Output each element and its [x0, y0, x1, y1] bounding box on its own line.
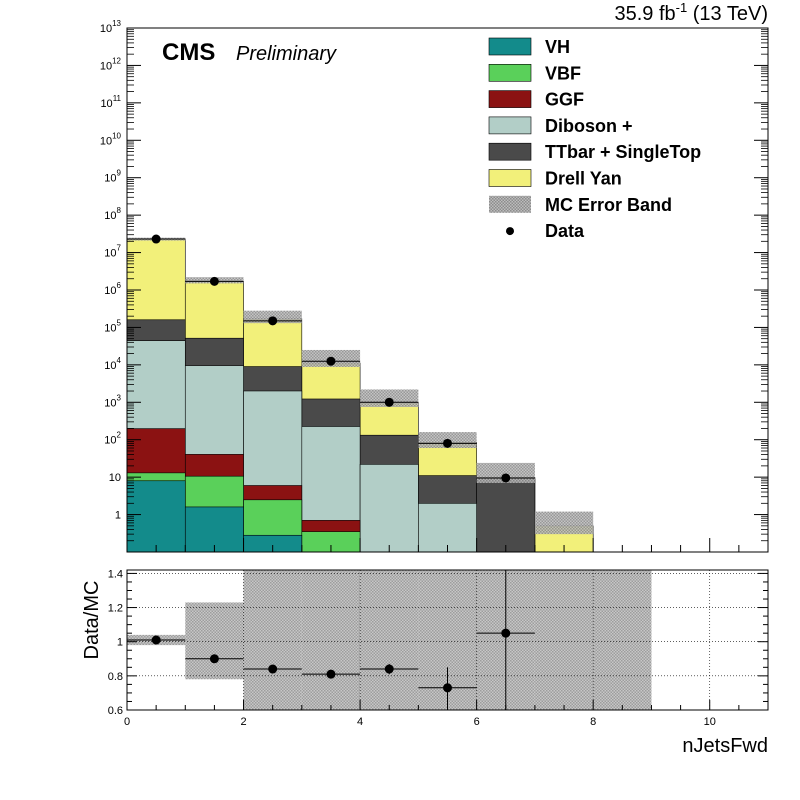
ratio-point-4	[384, 664, 394, 674]
ratio-y-tick-label: 1	[117, 637, 123, 649]
legend-swatch-ttbar	[488, 142, 532, 161]
legend-label-diboson: Diboson +	[545, 116, 633, 136]
x-tick-label: 6	[474, 716, 480, 728]
x-tick-label: 10	[704, 716, 716, 728]
x-tick-label: 8	[590, 716, 596, 728]
legend-label-vbf: VBF	[545, 63, 581, 83]
legend-swatch-vh	[488, 37, 532, 56]
ratio-point-5	[443, 683, 452, 693]
ratio-point-1	[209, 654, 219, 664]
y-tick-label: 1011	[100, 94, 121, 110]
ratio-band-bin-7	[534, 570, 594, 710]
y-tick-label: 107	[104, 244, 121, 260]
y-tick-label: 10	[109, 472, 121, 484]
data-point-4	[384, 397, 394, 407]
data-point-3	[326, 356, 336, 366]
cms-label: CMS	[162, 39, 215, 66]
legend-swatch-ggf	[488, 90, 532, 108]
y-tick-label: 1010	[100, 131, 122, 147]
ratio-y-tick-label: 0.6	[108, 705, 123, 717]
data-point-5	[443, 438, 452, 448]
data-point-6	[501, 473, 511, 483]
legend-swatch-vbf	[488, 64, 532, 82]
y-tick-label: 108	[104, 206, 121, 222]
y-tick-label: 105	[104, 318, 121, 334]
x-axis-title: nJetsFwd	[682, 735, 768, 757]
y-tick-label: 109	[104, 169, 121, 185]
ratio-point-2	[268, 664, 278, 674]
bar-diboson-bin-5	[418, 503, 477, 553]
preliminary-label: Preliminary	[236, 43, 337, 65]
legend-swatch-drellyan	[488, 169, 532, 187]
data-point-1	[209, 276, 219, 286]
legend-marker-data	[506, 227, 514, 236]
data-point-0	[151, 234, 161, 244]
y-axis-title-ratio: Data/MC	[81, 581, 103, 660]
ratio-y-tick-label: 1.4	[108, 568, 123, 580]
luminosity-label: 35.9 fb-1 (13 TeV)	[614, 0, 768, 25]
legend-label-errorband: MC Error Band	[545, 195, 672, 215]
ratio-band-bin-3	[301, 570, 361, 710]
x-tick-label: 0	[124, 716, 130, 728]
ratio-y-tick-label: 0.8	[108, 671, 123, 683]
ratio-band-bin-2	[243, 570, 302, 710]
bar-diboson-bin-4	[359, 464, 419, 553]
y-tick-label: 104	[104, 356, 121, 372]
legend-label-ggf: GGF	[545, 90, 584, 110]
legend-label-ttbar: TTbar + SingleTop	[545, 142, 701, 162]
ratio-point-0	[151, 635, 161, 645]
y-tick-label: 1013	[100, 19, 122, 35]
bar-vh-bin-1	[184, 506, 244, 553]
y-tick-label: 1012	[100, 56, 122, 72]
legend-swatch-diboson	[488, 116, 532, 135]
x-tick-label: 2	[240, 716, 246, 728]
y-tick-label: 1	[115, 510, 121, 522]
ratio-band-bin-8	[593, 570, 652, 710]
x-tick-label: 4	[357, 716, 363, 728]
ratio-band-bin-1	[185, 602, 244, 680]
ratio-plot-area: 0 2 4 6 8 10 0.6 0.8 1 1.2 1.4	[108, 568, 769, 728]
y-tick-label: 103	[104, 393, 121, 409]
error-band-bin-7	[534, 511, 594, 535]
y-tick-label: 102	[104, 431, 121, 447]
bar-ttbar-bin-6	[476, 478, 536, 553]
data-point-2	[268, 316, 278, 326]
ratio-band-bin-4	[360, 570, 419, 710]
main-plot-area: 1 10 102 103 104 105 106 107 108 109 1010 1011 1012 1…	[100, 19, 769, 553]
legend: VH VBF GGF Diboson + TTbar + SingleTop Drell …	[488, 37, 701, 241]
legend-swatch-errorband	[489, 195, 531, 213]
y-tick-label: 106	[104, 281, 121, 297]
ratio-point-6	[501, 628, 511, 638]
legend-label-vh: VH	[545, 37, 570, 57]
bar-vh-bin-0	[126, 480, 186, 553]
legend-label-data: Data	[545, 221, 585, 241]
ratio-point-3	[326, 669, 336, 679]
legend-label-drellyan: Drell Yan	[545, 169, 622, 189]
ratio-y-tick-label: 1.2	[108, 603, 123, 615]
